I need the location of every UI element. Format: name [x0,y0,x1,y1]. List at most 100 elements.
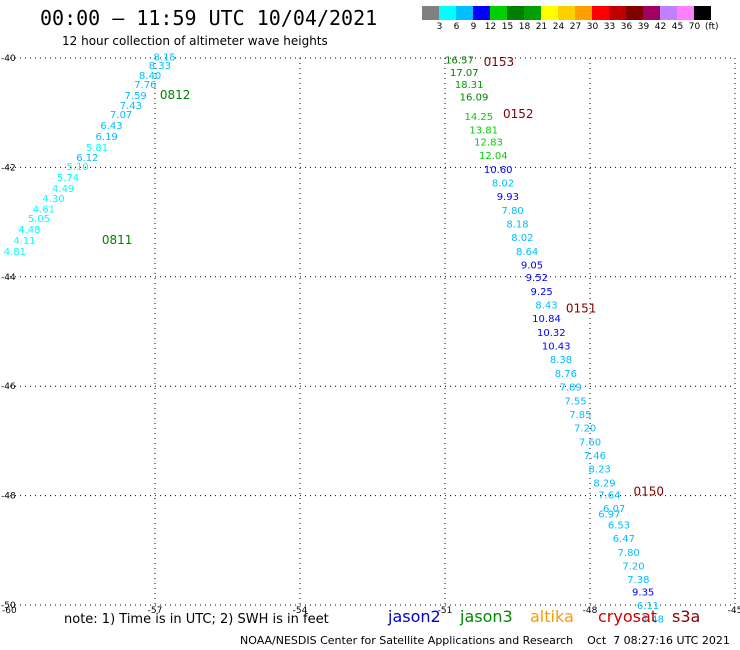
y-tick-label: -40 [1,54,16,64]
swh-label: 8.43 [535,301,557,312]
swh-label: 4.48 [18,225,40,236]
pass-time-label: 0151 [566,301,597,315]
swh-label: 9.05 [521,261,543,272]
colorbar-label: 18 [518,22,531,32]
y-tick-label: -48 [1,492,16,502]
colorbar-unit: (ft) [705,22,719,32]
swh-label: 10.32 [537,328,566,339]
swh-label: 13.81 [469,125,498,136]
swh-label: 12.83 [474,138,503,149]
swh-label: 8.29 [593,478,615,489]
colorbar-label: 6 [453,22,460,32]
swh-label: 7.85 [569,410,591,421]
colorbar-swatch [677,6,694,20]
colorbar-label: 42 [654,22,667,32]
colorbar-swatch [422,6,439,20]
swh-label: 6.07 [603,504,625,515]
colorbar-label: 9 [470,22,477,32]
swh-label: 5.05 [28,214,50,225]
colorbar-swatch [643,6,660,20]
swh-label: 6.97 [598,509,620,520]
pass-time-label: 0153 [484,55,515,69]
colorbar-swatch [609,6,626,20]
swh-label: 4.11 [13,236,35,247]
swh-label: 6.43 [100,121,122,132]
colorbar-swatch [626,6,643,20]
colorbar-swatch [541,6,558,20]
swh-label: 14.25 [465,112,494,123]
swh-label: 16.09 [460,93,489,104]
colorbar-label: 21 [535,22,548,32]
swh-label: 8.02 [511,233,533,244]
swh-label: 6.11 [637,601,659,612]
legend-cryosat: cryosat [598,607,658,626]
x-tick-label: -45 [728,606,740,616]
swh-label: 10.43 [542,342,571,353]
swh-label: 7.76 [134,80,156,91]
swh-label: 7.20 [574,424,596,435]
colorbar-swatch [660,6,677,20]
x-tick-label: -48 [583,606,598,616]
pass-time-label: 0150 [634,485,665,499]
colorbar-swatch [592,6,609,20]
pass-time-label: 0152 [503,107,534,121]
swh-label: 6.53 [608,520,630,531]
swh-label: 8.15 [154,53,176,64]
swh-label: 9.25 [531,287,553,298]
legend-altika: altika [530,607,574,626]
swh-label: 7.55 [564,396,586,407]
swh-label: 5.10 [67,162,89,173]
colorbar-swatch [694,6,711,20]
swh-label: 4.81 [4,247,26,258]
pass-time-label: 0811 [102,233,133,247]
colorbar-swatch [507,6,524,20]
swh-label: 9.52 [526,273,548,284]
swh-label: 7.80 [502,206,524,217]
colorbar-swatch [490,6,507,20]
swh-label: 7.80 [618,548,640,559]
y-tick-label: -44 [1,273,16,283]
swh-label: 7.38 [627,575,649,586]
swh-label: 10.84 [532,314,561,325]
swh-label: 8.23 [589,465,611,476]
legend-s3a: s3a [672,607,701,626]
x-tick-label: -57 [148,606,163,616]
x-tick-label: -54 [293,606,308,616]
swh-label: 6.19 [96,132,118,143]
swh-label: 7.46 [584,451,606,462]
colorbar-label: 45 [671,22,684,32]
swh-label: 7.60 [579,437,601,448]
colorbar-label: 12 [484,22,497,32]
swh-label: 9.93 [497,192,519,203]
legend-jason3: jason3 [460,607,513,626]
swh-label: 18.31 [455,80,484,91]
swh-label: 6.12 [76,153,98,164]
colorbar-swatch [575,6,592,20]
swh-label: 16.57 [445,55,474,66]
swh-label: 7.48 [642,615,664,626]
colorbar-label: 39 [637,22,650,32]
colorbar-label: 70 [688,22,701,32]
swh-label: 12.04 [479,151,508,162]
swh-label: 7.20 [622,561,644,572]
footer-credit: NOAA/NESDIS Center for Satellite Applica… [240,634,730,647]
swh-label: 8.38 [550,355,572,366]
page-title: 00:00 — 11:59 UTC 10/04/2021 [40,6,378,30]
swh-label: 9.35 [632,588,654,599]
colorbar-swatch [473,6,490,20]
swh-label: 8.02 [492,179,514,190]
swh-label: 7.89 [560,383,582,394]
swh-label: 5.81 [86,143,108,154]
colorbar-label: 30 [586,22,599,32]
swh-label: 7.64 [598,490,620,501]
colorbar-label: 33 [603,22,616,32]
colorbar-swatch [524,6,541,20]
colorbar-label: 36 [620,22,633,32]
swh-label: 5.74 [57,173,79,184]
swh-label: 17.07 [450,68,479,79]
swh-label: 7.43 [120,101,142,112]
legend-jason2: jason2 [388,607,441,626]
colorbar-label: 3 [436,22,443,32]
swh-label: 8.40 [139,71,161,82]
